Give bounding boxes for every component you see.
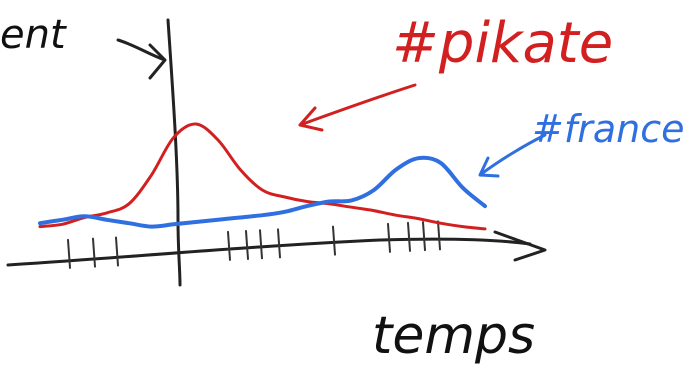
legend-label-france: #france (532, 107, 684, 151)
x-tick-mark (227, 230, 231, 261)
x-ticks (67, 220, 441, 269)
x-axis-arrowhead (493, 230, 547, 262)
x-tick-mark (387, 222, 391, 253)
x-tick-mark (245, 230, 249, 260)
y-axis-line (166, 18, 182, 287)
legend-label-pikate: #pikate (392, 11, 613, 76)
x-axis-line (6, 237, 532, 267)
x-tick-mark (259, 229, 263, 260)
series-line-france (38, 155, 487, 229)
ylabel-arrow (116, 38, 167, 80)
x-tick-mark (67, 238, 71, 269)
x-tick-mark (407, 221, 411, 252)
france-pointer-arrow (478, 133, 547, 178)
y-axis-label: ent (0, 12, 67, 58)
x-tick-mark (332, 225, 336, 256)
x-tick-mark (422, 221, 426, 252)
pikate-pointer-arrow (298, 83, 417, 132)
series-line-pikate (38, 122, 487, 231)
x-axis-label: temps (372, 306, 535, 366)
x-tick-mark (115, 236, 119, 267)
x-tick-mark (92, 237, 96, 268)
x-tick-mark (437, 220, 441, 251)
x-tick-mark (277, 228, 281, 259)
